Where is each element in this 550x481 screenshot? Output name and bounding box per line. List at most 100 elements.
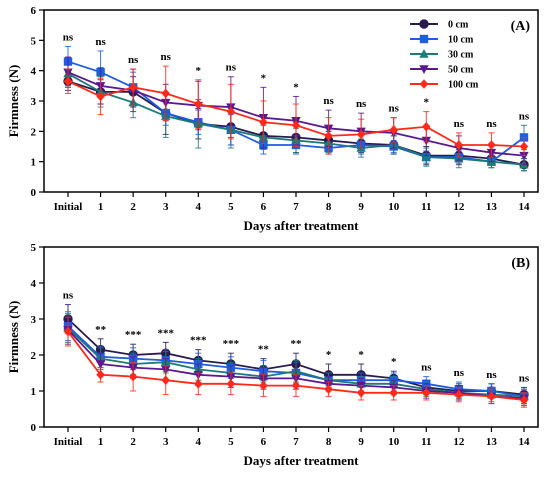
y-tick-label: 3 [31, 96, 37, 108]
data-point [324, 384, 333, 394]
data-point [356, 388, 366, 398]
data-point [519, 395, 529, 405]
x-tick-label: 9 [358, 436, 364, 448]
significance-label: * [196, 65, 202, 77]
significance-label: ** [258, 344, 270, 356]
legend-label: 0 cm [448, 20, 469, 31]
significance-label: ns [63, 31, 74, 43]
y-tick-label: 0 [31, 187, 37, 199]
legend-label: 10 cm [448, 35, 474, 46]
y-tick-label: 5 [31, 242, 37, 254]
x-tick-label: 2 [130, 436, 136, 448]
y-tick-label: 2 [31, 350, 37, 362]
x-tick-label: 12 [453, 436, 465, 448]
significance-label: *** [157, 327, 174, 339]
data-point [95, 360, 106, 369]
legend-marker [419, 79, 429, 89]
x-tick-label: Initial [54, 436, 83, 448]
data-point [487, 391, 496, 402]
legend-marker [419, 65, 429, 74]
x-tick-label: 3 [163, 436, 169, 448]
x-tick-label: 6 [261, 436, 267, 448]
x-tick-label: 5 [228, 201, 234, 213]
legend-marker [419, 19, 429, 29]
significance-label: * [358, 349, 364, 361]
series-100-cm [63, 316, 529, 408]
data-point [194, 379, 203, 389]
data-point [63, 326, 73, 337]
significance-label: ns [454, 367, 465, 379]
y-tick-label: 2 [31, 126, 37, 138]
y-tick-label: 1 [31, 157, 37, 169]
significance-label: ** [291, 338, 303, 350]
x-tick-label: 2 [130, 201, 136, 213]
x-tick-label: 9 [358, 201, 364, 213]
data-point [454, 140, 464, 150]
significance-label: ns [519, 110, 530, 122]
x-tick-label: 14 [519, 436, 531, 448]
data-point [194, 99, 203, 109]
legend-label: 50 cm [448, 65, 474, 76]
data-point [389, 125, 398, 135]
x-tick-label: 7 [293, 201, 299, 213]
data-point [259, 117, 268, 128]
y-tick-label: 5 [31, 35, 37, 47]
data-point [422, 388, 431, 398]
significance-label: ** [95, 324, 107, 336]
data-point [389, 388, 398, 398]
x-tick-label: 5 [228, 436, 234, 448]
significance-label: ns [519, 372, 530, 384]
legend-marker [419, 49, 429, 58]
x-tick-label: 11 [421, 436, 431, 448]
x-tick-label: 8 [326, 436, 332, 448]
significance-label: *** [223, 338, 240, 350]
significance-label: ns [389, 103, 400, 115]
x-axis-title: Days after treatment [243, 218, 359, 233]
x-tick-label: 4 [196, 201, 202, 213]
significance-label: ns [356, 98, 367, 110]
panel-label: (A) [511, 19, 531, 34]
significance-label: * [326, 349, 332, 361]
legend: 0 cm 10 cm 30 cm 50 cm 100 cm [410, 19, 479, 91]
y-axis-title: Firmness (N) [6, 65, 21, 138]
legend-marker [419, 34, 429, 44]
x-tick-label: 14 [519, 201, 531, 213]
significance-label: *** [190, 335, 207, 347]
x-tick-label: 3 [163, 201, 169, 213]
significance-label: ns [63, 290, 74, 302]
y-tick-label: 1 [31, 386, 37, 398]
data-point [519, 151, 529, 161]
data-point [128, 82, 138, 93]
data-point [291, 380, 301, 391]
significance-label: ns [454, 118, 465, 130]
data-point [324, 131, 333, 141]
significance-label: ns [323, 95, 334, 107]
data-point [291, 120, 301, 131]
significance-label: *** [125, 329, 142, 341]
significance-label: * [424, 97, 430, 109]
significance-label: ns [486, 369, 497, 381]
x-tick-label: 10 [388, 201, 400, 213]
data-point [259, 380, 268, 391]
significance-label: * [261, 72, 267, 84]
x-tick-label: 8 [326, 201, 332, 213]
y-tick-label: 4 [31, 278, 37, 290]
x-tick-label: 4 [196, 436, 202, 448]
x-tick-label: 1 [98, 436, 104, 448]
x-tick-label: 13 [486, 436, 498, 448]
x-tick-label: 11 [421, 201, 431, 213]
data-point [454, 389, 464, 400]
x-tick-label: 6 [261, 201, 267, 213]
y-tick-label: 6 [31, 5, 37, 17]
significance-label: ns [486, 118, 497, 130]
significance-label: ns [421, 362, 432, 374]
significance-label: ns [161, 51, 172, 63]
x-tick-label: 12 [453, 201, 465, 213]
y-tick-label: 4 [31, 66, 37, 78]
x-tick-label: 13 [486, 201, 498, 213]
series-100-cm [63, 65, 529, 158]
data-point [161, 88, 170, 99]
